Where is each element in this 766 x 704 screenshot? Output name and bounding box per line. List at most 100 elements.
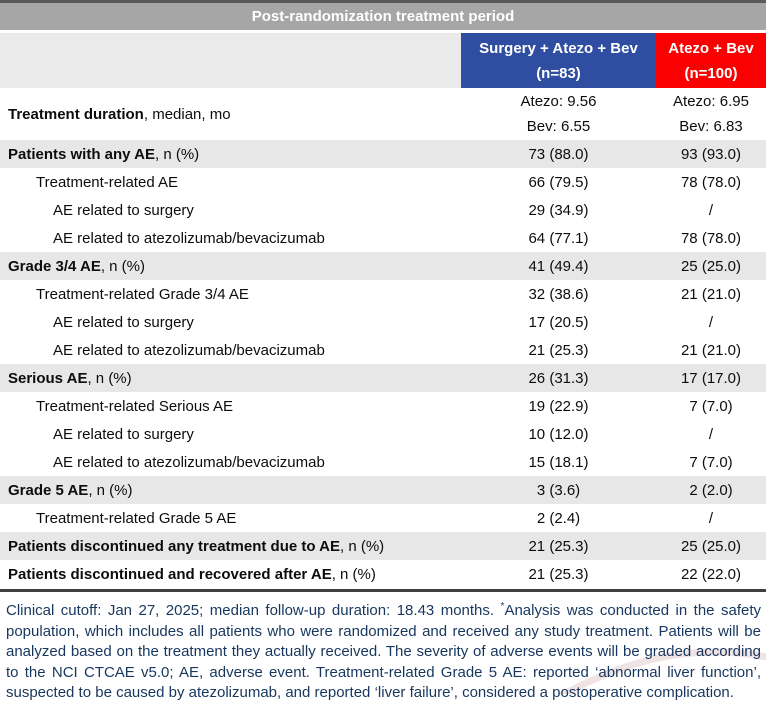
table-row: AE related to surgery 10 (12.0) / (0, 420, 766, 448)
table-title: Post-randomization treatment period (0, 3, 766, 30)
row-label: Treatment-related Grade 3/4 AE (0, 286, 461, 303)
row-label: AE related to surgery (0, 314, 461, 331)
cell-surgery-arm: 26 (31.3) (528, 369, 589, 387)
table-row-treatment-duration: Treatment duration, median, mo Atezo: 9.… (0, 88, 766, 140)
table-row: AE related to atezolizumab/bevacizumab 6… (0, 224, 766, 252)
table-row: AE related to surgery 29 (34.9) / (0, 196, 766, 224)
cell-control-arm: 21 (21.0) (680, 341, 742, 359)
table-row: Patients with any AE, n (%) 73 (88.0) 93… (0, 140, 766, 168)
table-row: Grade 5 AE, n (%) 3 (3.6) 2 (2.0) (0, 476, 766, 504)
table-row: Treatment-related AE 66 (79.5) 78 (78.0) (0, 168, 766, 196)
row-label: AE related to surgery (0, 426, 461, 443)
row-label-suffix: AE related to atezolizumab/bevacizumab (53, 453, 325, 471)
column-header-surgery-atezo-bev: Surgery + Atezo + Bev (n=83) (461, 33, 656, 88)
row-label-strong: Treatment duration (8, 105, 144, 123)
row-label-strong: Grade 3/4 AE (8, 257, 101, 275)
row-label-suffix: , n (%) (154, 145, 200, 163)
column-header-name: Atezo + Bev (668, 39, 754, 57)
table-row: Patients discontinued and recovered afte… (0, 560, 766, 588)
row-label: Patients discontinued any treatment due … (0, 538, 461, 555)
table-row: AE related to surgery 17 (20.5) / (0, 308, 766, 336)
row-label-strong: Serious AE (8, 369, 88, 387)
cell-control-arm: 22 (22.0) (680, 565, 742, 583)
table-row: Serious AE, n (%) 26 (31.3) 17 (17.0) (0, 364, 766, 392)
cell-surgery-arm: Atezo: 9.56 Bev: 6.55 (461, 89, 656, 139)
row-label-suffix: , n (%) (87, 369, 132, 387)
row-label-suffix: AE related to surgery (53, 313, 194, 331)
row-label: AE related to surgery (0, 202, 461, 219)
cell-control-arm: / (708, 313, 714, 331)
value-bev: Bev: 6.83 (679, 118, 743, 135)
row-label: Grade 5 AE, n (%) (0, 482, 461, 499)
row-label: Treatment-related AE (0, 174, 461, 191)
row-label-suffix: , n (%) (340, 537, 385, 555)
table-row: Grade 3/4 AE, n (%) 41 (49.4) 25 (25.0) (0, 252, 766, 280)
cell-surgery-arm: 21 (25.3) (528, 537, 589, 555)
row-label-suffix: Treatment-related AE (36, 173, 179, 191)
cell-control-arm: / (708, 509, 714, 527)
column-header-atezo-bev: Atezo + Bev (n=100) (656, 33, 766, 88)
row-label: Serious AE, n (%) (0, 370, 461, 387)
row-label-strong: Grade 5 AE (8, 481, 89, 499)
row-label-suffix: AE related to surgery (53, 425, 194, 443)
column-header-name: Surgery + Atezo + Bev (479, 39, 638, 57)
table-bottom-rule (0, 589, 766, 592)
footnote-asterisk: * (500, 601, 505, 612)
title-gap (0, 30, 766, 33)
table-row: Treatment-related Grade 3/4 AE 32 (38.6)… (0, 280, 766, 308)
column-header-n: (n=100) (684, 64, 738, 82)
cell-surgery-arm: 29 (34.9) (528, 201, 589, 219)
row-label: AE related to atezolizumab/bevacizumab (0, 342, 461, 359)
table-row: Patients discontinued any treatment due … (0, 532, 766, 560)
value-bev: Bev: 6.55 (526, 118, 591, 135)
cell-surgery-arm: 3 (3.6) (536, 481, 581, 499)
row-label-suffix: Treatment-related Serious AE (36, 397, 234, 415)
cell-control-arm: 17 (17.0) (680, 369, 742, 387)
cell-control-arm: 7 (7.0) (689, 397, 733, 415)
row-label: Treatment-related Serious AE (0, 398, 461, 415)
row-label: Treatment-related Grade 5 AE (0, 510, 461, 527)
row-label: AE related to atezolizumab/bevacizumab (0, 454, 461, 471)
cell-control-arm: / (708, 425, 714, 443)
cell-surgery-arm: 21 (25.3) (528, 341, 589, 359)
cell-surgery-arm: 21 (25.3) (528, 565, 589, 583)
row-label-suffix: AE related to atezolizumab/bevacizumab (53, 229, 325, 247)
header-spacer (0, 33, 461, 88)
row-label: Grade 3/4 AE, n (%) (0, 258, 461, 275)
row-label-suffix: Treatment-related Grade 5 AE (36, 509, 237, 527)
table-row: Treatment-related Serious AE 19 (22.9) 7… (0, 392, 766, 420)
cell-surgery-arm: 64 (77.1) (528, 229, 589, 247)
row-label-strong: Patients with any AE (8, 145, 155, 163)
cell-control-arm: 7 (7.0) (689, 453, 733, 471)
table-row: Treatment-related Grade 5 AE 2 (2.4) / (0, 504, 766, 532)
cell-surgery-arm: 15 (18.1) (528, 453, 589, 471)
column-header-row: Surgery + Atezo + Bev (n=83) Atezo + Bev… (0, 33, 766, 88)
cell-surgery-arm: 41 (49.4) (528, 257, 589, 275)
row-label-suffix: , median, mo (143, 105, 231, 123)
row-label-suffix: AE related to surgery (53, 201, 194, 219)
cell-control-arm: 25 (25.0) (680, 537, 742, 555)
row-label-strong: Patients discontinued any treatment due … (8, 537, 340, 555)
table-row: AE related to atezolizumab/bevacizumab 1… (0, 448, 766, 476)
cell-surgery-arm: 2 (2.4) (536, 509, 581, 527)
row-label: AE related to atezolizumab/bevacizumab (0, 230, 461, 247)
row-label: Treatment duration, median, mo (0, 106, 461, 123)
row-label-suffix: , n (%) (88, 481, 133, 499)
cell-control-arm: 78 (78.0) (680, 229, 742, 247)
cell-control-arm: 78 (78.0) (680, 173, 742, 191)
footnote-part1: Clinical cutoff: Jan 27, 2025; median fo… (6, 602, 501, 619)
top-border-strip (0, 0, 766, 3)
column-header-n: (n=83) (536, 64, 581, 82)
table-row: AE related to atezolizumab/bevacizumab 2… (0, 336, 766, 364)
cell-control-arm: Atezo: 6.95 Bev: 6.83 (656, 89, 766, 139)
cell-control-arm: 21 (21.0) (680, 285, 742, 303)
row-label-suffix: AE related to atezolizumab/bevacizumab (53, 341, 325, 359)
cell-surgery-arm: 17 (20.5) (528, 313, 589, 331)
value-atezo: Atezo: 9.56 (520, 93, 597, 110)
row-label: Patients with any AE, n (%) (0, 146, 461, 163)
row-label: Patients discontinued and recovered afte… (0, 566, 461, 583)
cell-control-arm: 25 (25.0) (680, 257, 742, 275)
cell-surgery-arm: 10 (12.0) (528, 425, 589, 443)
row-label-strong: Patients discontinued and recovered afte… (8, 565, 332, 583)
